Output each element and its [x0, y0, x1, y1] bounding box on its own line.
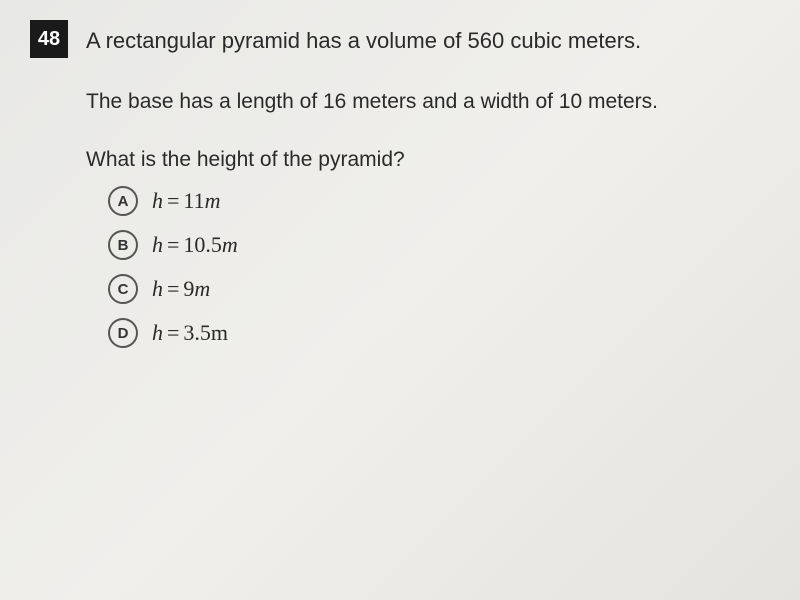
question-text-line2: The base has a length of 16 meters and a… — [86, 90, 770, 114]
choice-text-a: h=11m — [152, 188, 221, 214]
choice-b[interactable]: B h=10.5m — [108, 230, 770, 260]
choice-letter-d: D — [108, 318, 138, 348]
choice-letter-c: C — [108, 274, 138, 304]
choice-text-d: h=3.5m — [152, 320, 228, 346]
choice-c[interactable]: C h=9m — [108, 274, 770, 304]
question-number-badge: 48 — [30, 20, 68, 58]
question-header: 48 A rectangular pyramid has a volume of… — [30, 20, 770, 58]
question-prompt: What is the height of the pyramid? — [86, 148, 770, 172]
question-body: The base has a length of 16 meters and a… — [86, 90, 770, 348]
choices-list: A h=11m B h=10.5m C h=9m D h=3.5m — [108, 186, 770, 348]
question-text-line1: A rectangular pyramid has a volume of 56… — [86, 20, 641, 57]
choice-a[interactable]: A h=11m — [108, 186, 770, 216]
choice-d[interactable]: D h=3.5m — [108, 318, 770, 348]
choice-text-b: h=10.5m — [152, 232, 238, 258]
choice-letter-b: B — [108, 230, 138, 260]
choice-text-c: h=9m — [152, 276, 210, 302]
choice-letter-a: A — [108, 186, 138, 216]
